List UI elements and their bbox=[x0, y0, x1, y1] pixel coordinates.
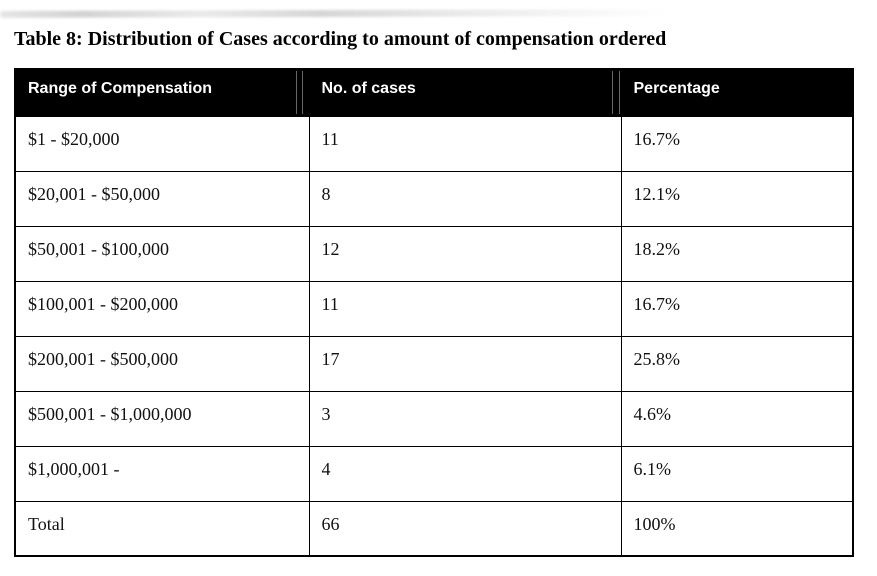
cell-range: $1,000,001 - bbox=[14, 445, 310, 502]
header-cell-gap-line bbox=[296, 71, 297, 114]
cell-percentage: 16.7% bbox=[620, 280, 854, 337]
cell-percentage: 25.8% bbox=[620, 335, 854, 392]
table-row: $50,001 - $100,000 12 18.2% bbox=[14, 225, 854, 282]
cell-range: $100,001 - $200,000 bbox=[14, 280, 310, 337]
cell-cases: 8 bbox=[308, 170, 622, 227]
table-row: $1 - $20,000 11 16.7% bbox=[14, 115, 854, 172]
header-cell-gap-line bbox=[302, 71, 303, 114]
cell-cases: 17 bbox=[308, 335, 622, 392]
column-header-cases: No. of cases bbox=[308, 68, 622, 117]
table-row: $200,001 - $500,000 17 25.8% bbox=[14, 335, 854, 392]
column-header-percentage: Percentage bbox=[620, 68, 854, 117]
scan-smudge-artifact bbox=[0, 9, 669, 18]
cell-cases: 11 bbox=[308, 280, 622, 337]
cell-cases: 4 bbox=[308, 445, 622, 502]
cell-range: $500,001 - $1,000,000 bbox=[14, 390, 310, 447]
table-header-row: Range of Compensation No. of cases Perce… bbox=[14, 68, 854, 117]
table-title: Table 8: Distribution of Cases according… bbox=[14, 28, 667, 50]
column-header-range: Range of Compensation bbox=[14, 68, 310, 117]
cell-percentage: 16.7% bbox=[620, 115, 854, 172]
cell-percentage: 100% bbox=[620, 500, 854, 557]
cell-cases: 66 bbox=[308, 500, 622, 557]
cell-percentage: 6.1% bbox=[620, 445, 854, 502]
cell-percentage: 12.1% bbox=[620, 170, 854, 227]
cell-cases: 11 bbox=[308, 115, 622, 172]
compensation-table: Range of Compensation No. of cases Perce… bbox=[14, 68, 854, 557]
cell-cases: 3 bbox=[308, 390, 622, 447]
table-row: $500,001 - $1,000,000 3 4.6% bbox=[14, 390, 854, 447]
header-cell-gap-line bbox=[612, 71, 613, 114]
table-row: $1,000,001 - 4 6.1% bbox=[14, 445, 854, 502]
cell-range: $20,001 - $50,000 bbox=[14, 170, 310, 227]
header-cell-gap-line bbox=[619, 71, 620, 114]
table-row: $20,001 - $50,000 8 12.1% bbox=[14, 170, 854, 227]
cell-range: Total bbox=[14, 500, 310, 557]
cell-range: $200,001 - $500,000 bbox=[14, 335, 310, 392]
table-row: $100,001 - $200,000 11 16.7% bbox=[14, 280, 854, 337]
table-row-total: Total 66 100% bbox=[14, 500, 854, 557]
cell-range: $50,001 - $100,000 bbox=[14, 225, 310, 282]
cell-cases: 12 bbox=[308, 225, 622, 282]
cell-percentage: 4.6% bbox=[620, 390, 854, 447]
cell-range: $1 - $20,000 bbox=[14, 115, 310, 172]
cell-percentage: 18.2% bbox=[620, 225, 854, 282]
